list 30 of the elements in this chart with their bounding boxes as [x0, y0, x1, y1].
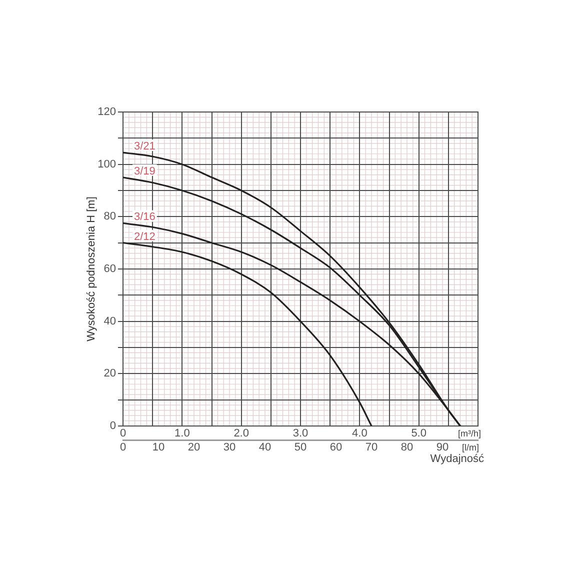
- x-tick-label: 2.0: [234, 428, 249, 440]
- x2-tick-label: 10: [152, 442, 165, 454]
- y-tick-label: 100: [98, 158, 116, 170]
- x2-tick-label: 30: [223, 442, 236, 454]
- x2-tick-label: 40: [258, 442, 272, 454]
- y-tick-label: 60: [104, 263, 116, 276]
- series-label: 2/12: [134, 230, 156, 243]
- x-tick-label: 4.0: [352, 428, 368, 440]
- y-axis-title: Wysokość podnoszenia H [m]: [86, 196, 98, 342]
- x2-tick-label: 60: [330, 442, 342, 454]
- y-tick-label: 20: [104, 368, 116, 380]
- x2-tick-label: 70: [365, 442, 378, 454]
- x-tick-label: 3.0: [292, 428, 308, 440]
- x2-tick-label: 50: [294, 442, 307, 454]
- x2-tick-label: 20: [188, 442, 200, 454]
- y-tick-label: 40: [104, 315, 116, 328]
- x-tick-label: 0: [120, 428, 126, 440]
- x2-tick-label: 0: [120, 442, 126, 454]
- y-tick-label: 120: [98, 106, 116, 118]
- series-label: 3/21: [134, 140, 156, 153]
- x-tick-label: 5.0: [411, 428, 426, 440]
- series-label: 3/19: [134, 165, 156, 178]
- x2-tick-label: 90: [436, 442, 449, 454]
- series-label: 3/16: [134, 211, 156, 224]
- x-axis-title: [m³/h]: [458, 428, 481, 438]
- y-tick-label: 80: [104, 210, 116, 223]
- x2-axis-title: [l/m]: [462, 442, 479, 452]
- x-tick-label: 1.0: [174, 428, 190, 440]
- x2-tick-label: 80: [400, 442, 414, 454]
- text: Wydajność: [430, 453, 484, 466]
